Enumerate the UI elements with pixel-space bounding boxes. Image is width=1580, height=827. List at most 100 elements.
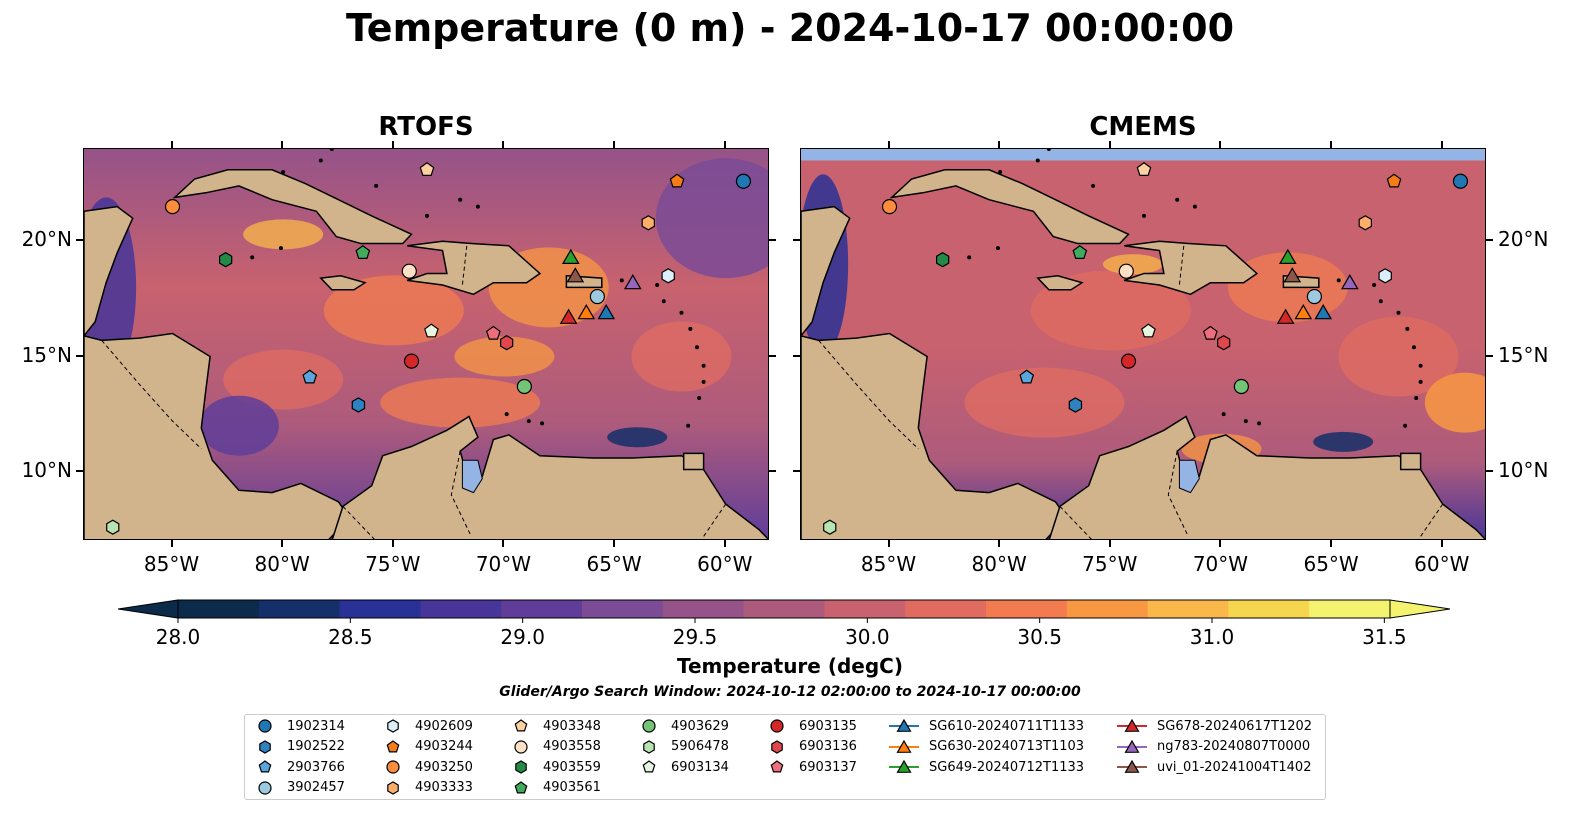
- legend-label: 1902522: [287, 739, 345, 754]
- marker-SG678-20240617T1202[interactable]: [1124, 718, 1140, 732]
- marker-4903559[interactable]: [936, 252, 950, 268]
- marker-6903134[interactable]: [1141, 323, 1156, 338]
- marker-6903135[interactable]: [770, 719, 784, 733]
- marker-4903333[interactable]: [1358, 215, 1373, 231]
- marker-4903333[interactable]: [641, 215, 656, 231]
- legend-marker-icon: [643, 739, 655, 754]
- marker-4903333[interactable]: [387, 780, 399, 795]
- land-trinidad: [1399, 452, 1422, 471]
- island: [1396, 310, 1401, 315]
- marker-4902609[interactable]: [661, 268, 675, 284]
- marker-3902457[interactable]: [1306, 288, 1322, 305]
- marker-4903348[interactable]: [1136, 162, 1152, 176]
- marker-uvi_01-20241004T1402[interactable]: [1124, 759, 1140, 773]
- marker-6903137[interactable]: [1202, 325, 1218, 340]
- marker-5906478[interactable]: [106, 519, 120, 535]
- marker-SG610-20240711T1133[interactable]: [896, 718, 912, 732]
- marker-1902314[interactable]: [735, 173, 752, 189]
- marker-4903250[interactable]: [164, 199, 181, 215]
- marker-4903561[interactable]: [1072, 245, 1088, 260]
- marker-4902609[interactable]: [387, 719, 399, 733]
- marker-6903137[interactable]: [485, 325, 501, 340]
- marker-ng783-20240807T0000[interactable]: [623, 274, 642, 290]
- marker-4903244[interactable]: [386, 739, 400, 752]
- marker-4903561[interactable]: [355, 245, 371, 260]
- country-border: [1059, 506, 1092, 539]
- warm-anomaly: [223, 349, 344, 410]
- marker-6903136[interactable]: [500, 335, 514, 351]
- marker-4903629[interactable]: [516, 378, 532, 395]
- country-border: [450, 451, 472, 537]
- lat-tick-mark: [793, 354, 800, 357]
- lon-tick-label: 60°W: [1414, 552, 1470, 576]
- marker-4903250[interactable]: [881, 199, 898, 215]
- marker-6903134[interactable]: [642, 760, 656, 773]
- marker-6903135[interactable]: [1120, 353, 1137, 369]
- marker-SG630-20240713T1103[interactable]: [896, 739, 912, 753]
- lon-tick-label: 85°W: [860, 552, 917, 576]
- marker-4903559[interactable]: [515, 760, 527, 774]
- lon-tick-label: 60°W: [697, 552, 753, 576]
- marker-6903134[interactable]: [424, 323, 439, 338]
- map-cmems[interactable]: [800, 148, 1486, 540]
- marker-uvi_01-20241004T1402[interactable]: [1283, 267, 1302, 283]
- marker-SG649-20240712T1133[interactable]: [1278, 248, 1297, 265]
- marker-2903766[interactable]: [1019, 369, 1035, 384]
- legend-item: SG630-20240713T1103: [889, 737, 1084, 757]
- legend-item: 4903629: [641, 716, 729, 736]
- marker-4903561[interactable]: [514, 780, 528, 793]
- island: [1411, 345, 1416, 350]
- marker-SG678-20240617T1202[interactable]: [1276, 308, 1295, 324]
- marker-4903250[interactable]: [386, 760, 400, 774]
- lat-tick-mark: [1486, 239, 1493, 242]
- colorbar-label: Temperature (degC): [677, 654, 903, 678]
- marker-ng783-20240807T0000[interactable]: [1340, 274, 1359, 290]
- island: [1192, 204, 1197, 209]
- marker-ng783-20240807T0000[interactable]: [1124, 739, 1140, 753]
- marker-2903766[interactable]: [302, 369, 318, 384]
- warm-anomaly: [380, 377, 541, 428]
- marker-4903244[interactable]: [669, 173, 685, 188]
- marker-4903558[interactable]: [1118, 263, 1134, 279]
- island: [688, 326, 693, 331]
- marker-4903348[interactable]: [419, 162, 435, 176]
- marker-4903629[interactable]: [642, 719, 656, 733]
- marker-5906478[interactable]: [643, 739, 655, 754]
- marker-6903137[interactable]: [770, 760, 784, 773]
- island: [1414, 396, 1419, 401]
- lon-tick-label: 80°W: [254, 552, 310, 576]
- marker-3902457[interactable]: [258, 780, 272, 795]
- legend-item: 4903250: [385, 757, 473, 777]
- marker-6903135[interactable]: [403, 353, 420, 369]
- legend-label: 6903136: [799, 739, 857, 754]
- marker-SG610-20240711T1133[interactable]: [597, 303, 616, 320]
- marker-1902314[interactable]: [1452, 173, 1469, 189]
- marker-4903559[interactable]: [219, 252, 233, 268]
- lon-tick-mark: [1440, 141, 1443, 148]
- legend-label: 4902609: [415, 718, 473, 734]
- marker-6903136[interactable]: [771, 739, 783, 754]
- marker-SG678-20240617T1202[interactable]: [559, 308, 578, 324]
- marker-1902522[interactable]: [351, 397, 366, 413]
- marker-1902522[interactable]: [259, 739, 271, 754]
- marker-uvi_01-20241004T1402[interactable]: [566, 267, 585, 283]
- marker-SG649-20240712T1133[interactable]: [561, 248, 580, 265]
- marker-1902314[interactable]: [258, 719, 272, 733]
- marker-1902522[interactable]: [1068, 397, 1083, 413]
- marker-6903136[interactable]: [1217, 335, 1231, 351]
- marker-3902457[interactable]: [589, 288, 605, 305]
- marker-SG610-20240711T1133[interactable]: [1314, 303, 1333, 320]
- marker-4903558[interactable]: [514, 739, 528, 754]
- marker-4903558[interactable]: [401, 263, 417, 279]
- map-rtofs[interactable]: [83, 148, 769, 540]
- marker-4902609[interactable]: [1378, 268, 1392, 284]
- marker-SG630-20240713T1103[interactable]: [1294, 304, 1313, 320]
- marker-2903766[interactable]: [258, 760, 272, 773]
- marker-4903629[interactable]: [1233, 378, 1249, 395]
- marker-SG630-20240713T1103[interactable]: [577, 304, 596, 320]
- marker-5906478[interactable]: [823, 519, 837, 535]
- marker-4903348[interactable]: [514, 719, 528, 732]
- marker-SG649-20240712T1133[interactable]: [896, 759, 912, 773]
- lon-tick-mark: [613, 141, 616, 148]
- marker-4903244[interactable]: [1386, 173, 1402, 188]
